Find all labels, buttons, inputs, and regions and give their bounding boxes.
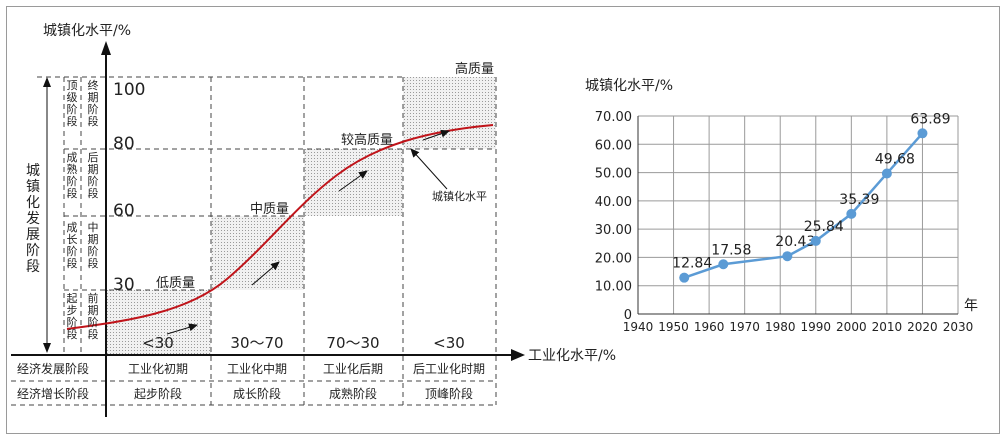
curve-label-pointer [410,148,448,190]
bottom-value: <30 [142,334,174,352]
zone-high [304,149,403,216]
row1-header: 经济发展阶段 [17,361,89,376]
data-point [810,235,821,246]
data-point [718,259,729,270]
chart-grid [637,115,959,315]
chart-x-tick-label: 1940 [623,320,654,334]
left-y-ticks: 100 80 60 30 [113,80,145,295]
row2-cell: 起步阶段 [134,386,182,401]
chart-x-tick-label: 1950 [658,320,689,334]
data-point [782,251,793,262]
chart-y-tick-label: 0 [624,308,632,323]
data-label: 63.89 [910,111,950,127]
chart-x-tick-label: 2030 [943,320,974,334]
trend-arrow-1 [166,323,198,335]
stage-label: 终期阶段 [88,78,99,128]
data-label: 49.68 [875,151,915,167]
data-point [846,208,857,219]
stage-label: 成熟阶段 [67,151,78,200]
row1-cell: 工业化初期 [128,362,188,376]
trend-arrow-3 [338,170,368,192]
quality-label-higher: 较高质量 [341,132,393,148]
right-stage-column: 终期阶段 后期阶段 中期阶段 前期阶段 [88,78,99,341]
chart-x-tick-label: 2000 [836,320,867,334]
side-title: 城镇化发展阶段 [26,163,40,275]
y-axis-arrowhead [101,41,111,55]
data-label: 35.39 [839,192,879,208]
left-stage-column: 顶级阶段 成熟阶段 成长阶段 起步阶段 [67,79,78,341]
urbanization-line-chart: 城镇化水平/% 年 1940 1950 1960 1970 1980 1990 2000 20… [585,78,978,334]
zone-mid [211,216,304,290]
quality-label-mid: 中质量 [250,202,289,217]
left-y-tick-label: 30 [113,275,135,295]
left-y-tick-label: 100 [113,80,145,100]
stage-label: 后期阶段 [88,151,99,200]
chart-y-tick-label: 70.00 [595,110,632,125]
left-x-title: 工业化水平/% [528,348,616,364]
chart-x-tick-label: 1990 [801,320,832,334]
stage-diagram: 城镇化水平/% 工业化水平/% 100 80 60 30 <30 30～70 7… [11,23,616,417]
chart-y-title: 城镇化水平/% [585,78,673,94]
row1-cell: 后工业化时期 [413,362,485,376]
quality-labels: 低质量 中质量 较高质量 高质量 [156,61,494,291]
data-point [881,168,892,179]
chart-y-tick-label: 50.00 [595,167,632,182]
figure-canvas: 城镇化水平/% 工业化水平/% 100 80 60 30 <30 30～70 7… [11,23,978,417]
left-y-tick-label: 80 [113,134,135,154]
stage-label: 起步阶段 [67,292,78,341]
chart-y-tick-label: 60.00 [595,138,632,153]
stage-table: 经济发展阶段 经济增长阶段 工业化初期 工业化中期 工业化后期 后工业化时期 起… [17,361,485,401]
bottom-value: 70～30 [326,334,379,352]
quality-label-high: 高质量 [455,61,494,77]
stage-label: 顶级阶段 [67,79,78,128]
left-y-tick-label: 60 [113,201,135,221]
trend-arrow-2 [251,261,280,286]
stage-label: 中期阶段 [88,221,99,270]
data-label: 12.84 [672,256,712,272]
row2-cell: 成熟阶段 [329,386,377,401]
chart-x-title: 年 [964,298,978,314]
chart-y-tick-label: 20.00 [595,251,632,266]
row2-cell: 成长阶段 [233,386,281,401]
chart-y-tick-label: 10.00 [595,280,632,295]
bottom-values: <30 30～70 70～30 <30 [142,334,465,352]
side-arrow-bottom [43,343,51,353]
side-title-text: 城镇化发展阶段 [26,163,40,275]
chart-ticks: 1940 1950 1960 1970 1980 1990 2000 2010 2020 2030… [595,110,973,334]
row2-header: 经济增长阶段 [17,386,89,401]
bottom-value: 30～70 [230,334,283,352]
side-arrow-top [43,77,51,87]
figure-frame: 城镇化水平/% 工业化水平/% 100 80 60 30 <30 30～70 7… [6,6,1000,434]
data-label: 25.84 [804,219,844,235]
data-point [679,272,690,283]
row1-cell: 工业化中期 [227,361,287,376]
curve-label: 城镇化水平 [432,189,487,203]
stage-label: 前期阶段 [88,291,99,341]
chart-x-tick-label: 2010 [872,320,903,334]
bottom-value: <30 [433,334,465,352]
stage-label: 成长阶段 [67,221,78,270]
chart-x-tick-label: 1980 [765,320,796,334]
row1-cell: 工业化后期 [323,362,383,376]
urbanization-curve [66,124,494,330]
chart-x-tick-label: 1960 [694,320,725,334]
quality-label-low: 低质量 [156,276,195,291]
left-y-title: 城镇化水平/% [43,23,131,39]
chart-x-tick-label: 2020 [907,320,938,334]
x-axis-arrowhead [511,349,525,361]
data-point [917,128,928,139]
chart-y-tick-label: 40.00 [595,195,632,210]
chart-y-tick-label: 30.00 [595,223,632,238]
data-label: 17.58 [711,242,751,258]
chart-x-tick-label: 1970 [729,320,760,334]
data-label: 20.43 [775,234,815,250]
trend-arrow-4 [422,129,450,141]
row2-cell: 顶峰阶段 [425,386,473,401]
